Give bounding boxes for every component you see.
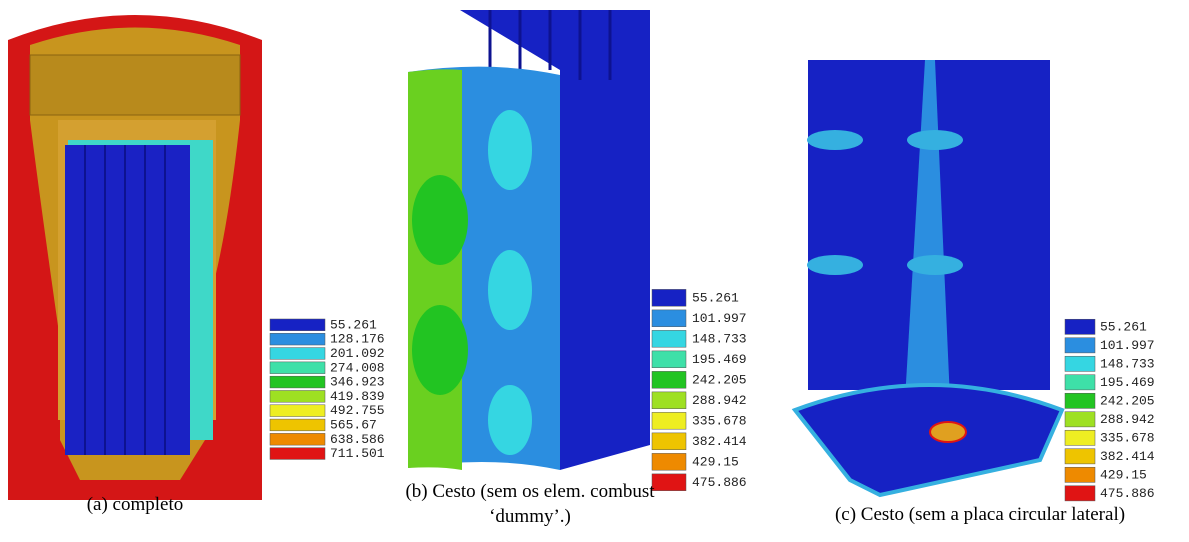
legend-swatch	[270, 333, 325, 345]
model-basket-no-plate	[795, 60, 1062, 495]
legend-label: 419.839	[330, 389, 385, 404]
legend-label: 195.469	[692, 352, 747, 367]
legend-swatch	[652, 412, 686, 429]
legend-label: 242.205	[692, 372, 747, 387]
legend-label: 288.942	[692, 393, 747, 408]
legend-swatch	[1065, 449, 1095, 464]
legend-swatch	[652, 289, 686, 306]
caption: (c) Cesto (sem a placa circular lateral)	[835, 504, 1125, 525]
legend-label: 201.092	[330, 346, 385, 361]
legend-label: 288.942	[1100, 412, 1155, 427]
legend-label: 638.586	[330, 432, 385, 447]
legend-label: 382.414	[1100, 449, 1155, 464]
legend-swatch	[270, 319, 325, 331]
model-complete	[8, 15, 262, 500]
legend-label: 711.501	[330, 446, 385, 461]
legend-swatch	[1065, 467, 1095, 482]
legend-swatch	[652, 433, 686, 450]
legend-swatch	[270, 448, 325, 460]
legend-swatch	[270, 348, 325, 360]
legend-label: 382.414	[692, 434, 747, 449]
legend-swatch	[652, 371, 686, 388]
legend-label: 148.733	[692, 331, 747, 346]
legend-label: 55.261	[1100, 319, 1147, 334]
legend-swatch	[652, 351, 686, 368]
legend-label: 195.469	[1100, 375, 1155, 390]
legend-swatch	[652, 392, 686, 409]
legend-swatch	[1065, 375, 1095, 390]
legend-label: 475.886	[692, 475, 747, 490]
legend-label: 492.755	[330, 403, 385, 418]
legend-swatch	[1065, 430, 1095, 445]
legend-swatch	[1065, 319, 1095, 334]
legend-swatch	[270, 433, 325, 445]
legend-swatch	[1065, 486, 1095, 501]
legend-label: 335.678	[1100, 430, 1155, 445]
legend-swatch	[270, 405, 325, 417]
legend-label: 148.733	[1100, 356, 1155, 371]
model-basket	[408, 10, 650, 470]
caption: ‘dummy’.)	[489, 506, 571, 527]
legend-swatch	[270, 376, 325, 388]
legend-label: 128.176	[330, 332, 385, 347]
caption: (a) completo	[87, 494, 184, 515]
legend-swatch	[1065, 338, 1095, 353]
figure: 55.261128.176201.092274.008346.923419.83…	[0, 0, 1189, 542]
caption: (b) Cesto (sem os elem. combust	[405, 481, 655, 502]
legend-swatch	[652, 453, 686, 470]
legend-label: 429.15	[692, 454, 739, 469]
legend-label: 565.67	[330, 418, 377, 433]
legend-swatch	[270, 419, 325, 431]
legend-swatch	[652, 330, 686, 347]
legend-label: 429.15	[1100, 467, 1147, 482]
legend-label: 475.886	[1100, 486, 1155, 501]
legend-swatch	[652, 310, 686, 327]
legend-swatch	[1065, 412, 1095, 427]
legend-label: 101.997	[692, 311, 747, 326]
legend-swatch	[652, 474, 686, 491]
legend-label: 242.205	[1100, 393, 1155, 408]
legend-swatch	[270, 390, 325, 402]
legend-label: 55.261	[692, 290, 739, 305]
legend-label: 346.923	[330, 375, 385, 390]
legend-label: 101.997	[1100, 338, 1155, 353]
legend-label: 335.678	[692, 413, 747, 428]
legend-swatch	[1065, 393, 1095, 408]
legend-label: 55.261	[330, 317, 377, 332]
legend-swatch	[270, 362, 325, 374]
legend-label: 274.008	[330, 360, 385, 375]
legend-swatch	[1065, 356, 1095, 371]
